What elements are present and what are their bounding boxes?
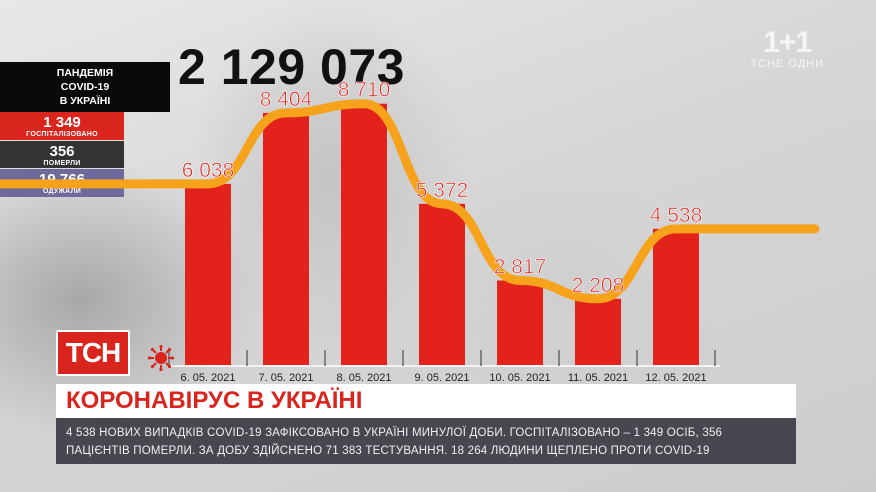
news-ticker: 4 538 НОВИХ ВИПАДКІВ COVID-19 ЗАФІКСОВАН… [56,418,796,464]
data-label-0: 6 038 [182,159,235,182]
x-tick-label-6: 12. 05. 2021 [645,372,706,384]
bar-6 [653,228,699,365]
bar-4 [497,280,543,365]
data-label-4: 2 817 [494,255,547,278]
x-tick-label-2: 8. 05. 2021 [336,372,391,384]
data-label-3: 5 372 [416,179,469,202]
stat-died-label: ПОМЕРЛИ [43,160,81,167]
x-tick-label-4: 10. 05. 2021 [489,372,550,384]
stat-hospitalized: 1 349 ГОСПІТАЛІЗОВАНО [0,112,124,140]
channel-logo-sub: ТСНЕ ОДНИ [750,58,824,70]
data-label-2: 8 710 [338,79,391,102]
channel-logo-text: 1+1 [763,26,812,59]
tsn-logo: ТСН [56,330,130,376]
stat-died-value: 356 [49,143,75,160]
trend-line [0,99,820,304]
x-tick-label-0: 6. 05. 2021 [180,372,235,384]
stat-hospitalized-value: 1 349 [43,114,81,131]
bar-0 [185,183,231,365]
bar-2 [341,103,387,365]
stat-hospitalized-label: ГОСПІТАЛІЗОВАНО [26,131,98,138]
stat-recovered-label: ОДУЖАЛИ [42,188,82,195]
stats-title-text: ПАНДЕМІЯ COVID-19 В УКРАЇНІ [56,67,114,107]
x-tick-label-3: 9. 05. 2021 [414,372,469,384]
bar-5 [575,298,621,365]
data-label-5: 2 208 [572,274,625,297]
stats-title: ПАНДЕМІЯ COVID-19 В УКРАЇНІ [0,62,170,112]
x-tick-label-5: 11. 05. 2021 [568,372,628,384]
channel-logo: 1+1 ТСНЕ ОДНИ [750,26,824,70]
data-label-6: 4 538 [650,204,703,227]
headline: КОРОНАВІРУС В УКРАЇНІ [56,384,796,418]
total-cases: 2 129 073 [178,39,405,95]
bar-1 [263,112,309,365]
data-label-1: 8 404 [260,88,313,111]
stat-died: 356 ПОМЕРЛИ [0,141,124,168]
virus-icon [148,345,174,371]
bar-3 [419,203,465,365]
x-tick-label-1: 7. 05. 2021 [258,372,313,384]
